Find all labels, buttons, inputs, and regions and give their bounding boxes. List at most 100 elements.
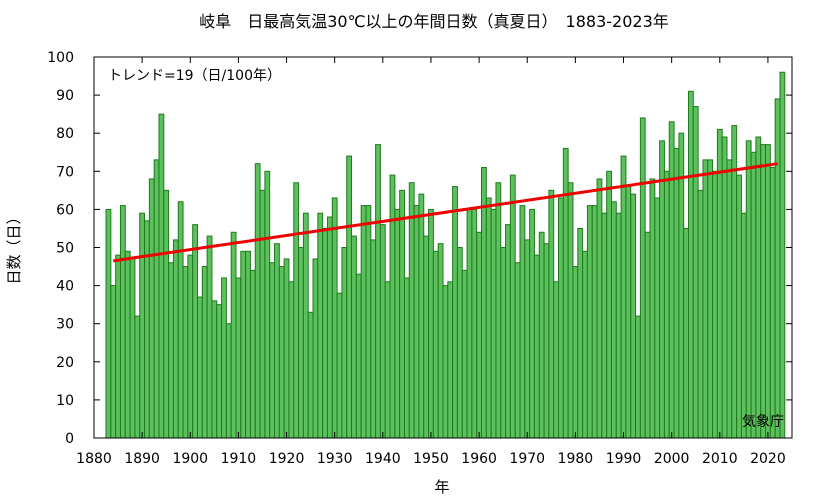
- bar: [485, 197, 492, 439]
- bar: [346, 155, 353, 439]
- bar: [254, 163, 261, 439]
- bar: [606, 170, 612, 439]
- bar: [649, 178, 656, 439]
- bar: [447, 281, 454, 439]
- bar: [274, 243, 280, 439]
- bar: [110, 285, 117, 439]
- x-tick-label: 1950: [413, 451, 449, 467]
- bar: [259, 189, 266, 439]
- x-tick-label: 1970: [509, 451, 545, 467]
- bar: [760, 144, 767, 439]
- bar: [572, 266, 579, 439]
- bar: [471, 208, 478, 439]
- bar: [495, 182, 502, 439]
- trend-label: トレンド=19（日/100年）: [108, 68, 281, 84]
- x-tick-label: 1880: [76, 451, 112, 467]
- y-tick-label: 0: [65, 431, 74, 447]
- bar: [283, 258, 290, 439]
- bar: [264, 170, 271, 439]
- bar: [134, 315, 141, 439]
- bar: [548, 189, 555, 439]
- y-tick-label: 50: [56, 241, 74, 257]
- bar: [562, 147, 569, 439]
- bar: [615, 212, 622, 439]
- bar: [707, 159, 714, 439]
- bar: [731, 125, 738, 439]
- bar: [596, 178, 603, 439]
- x-tick-label: 1890: [124, 451, 160, 467]
- bar: [712, 170, 718, 439]
- bar: [331, 197, 338, 439]
- bar: [716, 128, 723, 439]
- bar: [322, 227, 328, 439]
- bar: [740, 212, 747, 439]
- bar: [216, 304, 223, 439]
- bar: [423, 235, 430, 439]
- bar: [461, 269, 468, 439]
- bar: [119, 205, 126, 439]
- bar: [129, 258, 136, 439]
- bar: [452, 186, 458, 439]
- bar: [418, 193, 425, 439]
- source-label: 気象庁: [742, 414, 784, 430]
- bar: [591, 205, 598, 439]
- y-axis: 0 10 20 30 40 50 60 70 80 90 100: [47, 50, 792, 447]
- bar: [659, 140, 665, 439]
- bar: [558, 197, 564, 439]
- bar: [428, 208, 434, 439]
- x-tick-label: 1900: [172, 451, 208, 467]
- bar: [269, 262, 276, 439]
- y-tick-label: 40: [56, 279, 74, 295]
- bar: [456, 247, 463, 439]
- bar: [365, 205, 372, 439]
- x-axis: 1880 1890 1900 1910 1920 1930 1940 1950 1960 1970…: [76, 57, 786, 467]
- bar: [519, 205, 526, 439]
- bar: [360, 205, 367, 439]
- bar: [403, 277, 410, 439]
- bar: [543, 243, 550, 439]
- bar: [668, 121, 675, 439]
- bar: [529, 208, 535, 439]
- bar: [673, 147, 680, 439]
- bar: [240, 250, 247, 439]
- y-tick-label: 100: [47, 50, 74, 66]
- x-tick-label: 1940: [365, 451, 401, 467]
- bar: [375, 144, 381, 439]
- bar: [115, 254, 121, 439]
- bar: [408, 182, 415, 439]
- y-axis-label: 日数（日）: [5, 209, 23, 284]
- bar: [721, 136, 728, 439]
- bar: [206, 235, 213, 439]
- chart-title: 岐阜 日最高気温30℃以上の年間日数（真夏日） 1883-2023年: [199, 12, 669, 31]
- bar: [288, 281, 295, 439]
- bar: [172, 239, 179, 439]
- bar: [466, 208, 473, 439]
- bar: [774, 98, 781, 439]
- x-tick-label: 2010: [702, 451, 738, 467]
- bar: [505, 224, 511, 439]
- bar: [663, 170, 670, 439]
- y-tick-label: 70: [56, 164, 74, 180]
- bar: [144, 220, 150, 439]
- bar: [755, 136, 762, 439]
- y-tick-label: 90: [56, 88, 74, 104]
- bar: [635, 315, 641, 439]
- bar: [442, 285, 449, 439]
- bar: [351, 235, 357, 439]
- x-tick-label: 1980: [558, 451, 594, 467]
- x-tick-label: 2020: [750, 451, 786, 467]
- bar: [726, 159, 733, 439]
- y-tick-label: 30: [56, 317, 74, 333]
- bar: [432, 250, 439, 439]
- bar: [509, 174, 516, 439]
- bar: [379, 224, 386, 439]
- bar: [124, 250, 131, 439]
- bar: [230, 231, 237, 439]
- bars: [105, 71, 786, 439]
- bar: [148, 178, 155, 439]
- x-tick-label: 1960: [461, 451, 497, 467]
- bar: [341, 247, 348, 439]
- bar: [245, 250, 251, 439]
- bar: [769, 166, 776, 439]
